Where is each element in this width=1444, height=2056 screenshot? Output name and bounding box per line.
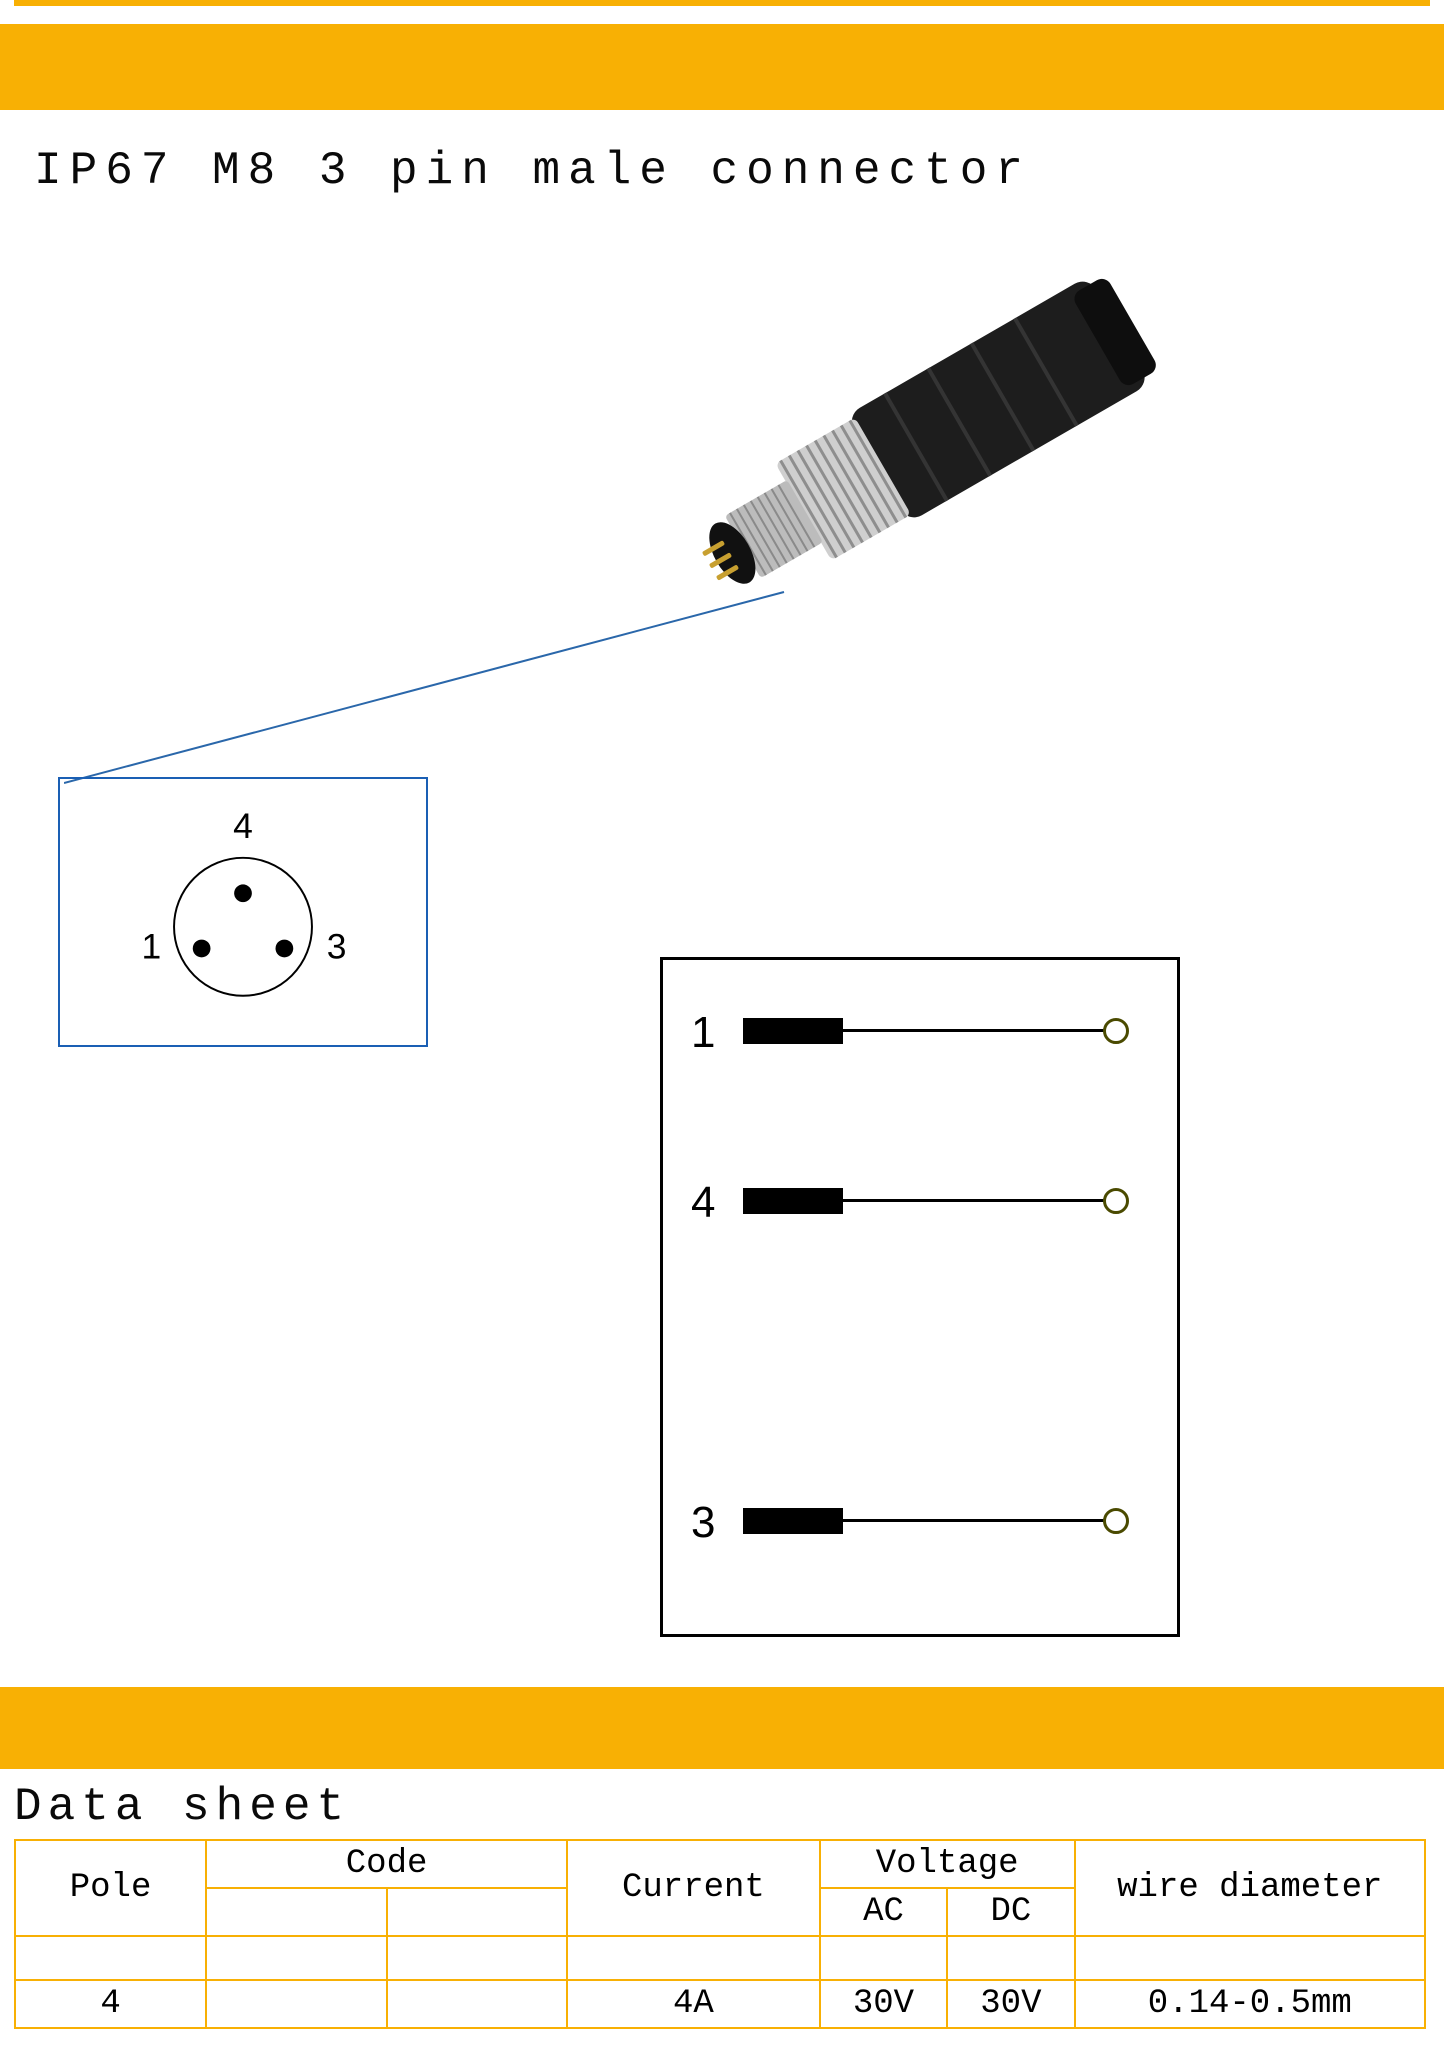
wire-line-icon — [843, 1519, 1109, 1522]
wire-row-4: 4 — [691, 1170, 1161, 1230]
wire-terminal-icon — [1103, 1508, 1129, 1534]
top-thin-bar — [14, 0, 1430, 6]
table-row — [15, 1936, 1425, 1980]
datasheet-table: Pole Code Current Voltage wire diameter … — [14, 1839, 1426, 2029]
datasheet-title: Data sheet — [14, 1781, 1444, 1833]
col-code: Code — [206, 1840, 567, 1888]
wiring-diagram: 1 4 3 — [660, 957, 1180, 1637]
page-title: IP67 M8 3 pin male connector — [34, 145, 1430, 197]
wire-row-1: 1 — [691, 1000, 1161, 1060]
table-row: 4 4A 30V 30V 0.14-0.5mm — [15, 1980, 1425, 2028]
figure-area: 4 1 3 1 4 — [14, 197, 1430, 1687]
col-code-a — [206, 1888, 386, 1936]
cell — [947, 1936, 1074, 1980]
page: IP67 M8 3 pin male connector — [0, 0, 1444, 2029]
wire-block-icon — [743, 1188, 843, 1214]
pinout-diagram: 4 1 3 — [58, 777, 428, 1047]
table-header-row: Pole Code Current Voltage wire diameter — [15, 1840, 1425, 1888]
col-voltage-ac: AC — [820, 1888, 947, 1936]
col-wire: wire diameter — [1075, 1840, 1425, 1936]
cell — [1075, 1936, 1425, 1980]
cell: 30V — [947, 1980, 1074, 2028]
wire-line-icon — [843, 1029, 1109, 1032]
cell — [567, 1936, 820, 1980]
connector-illustration — [514, 227, 1214, 727]
col-voltage-dc: DC — [947, 1888, 1074, 1936]
cell — [387, 1936, 567, 1980]
wire-block-icon — [743, 1018, 843, 1044]
cell — [387, 1980, 567, 2028]
wire-block-icon — [743, 1508, 843, 1534]
pin-label-1: 1 — [142, 926, 162, 966]
cell: 0.14-0.5mm — [1075, 1980, 1425, 2028]
wire-row-3: 3 — [691, 1490, 1161, 1550]
col-code-b — [387, 1888, 567, 1936]
cell — [15, 1936, 206, 1980]
pin-label-3: 3 — [327, 926, 347, 966]
mid-accent-bar — [0, 1687, 1444, 1769]
wire-label-3: 3 — [691, 1498, 715, 1548]
cell — [206, 1936, 386, 1980]
content-area: IP67 M8 3 pin male connector — [14, 110, 1430, 1687]
wire-label-1: 1 — [691, 1008, 715, 1058]
pin-label-4: 4 — [233, 806, 253, 846]
col-voltage: Voltage — [820, 1840, 1075, 1888]
wire-terminal-icon — [1103, 1188, 1129, 1214]
wire-line-icon — [843, 1199, 1109, 1202]
cell — [820, 1936, 947, 1980]
cell: 4 — [15, 1980, 206, 2028]
top-accent-bar — [0, 24, 1444, 110]
col-pole: Pole — [15, 1840, 206, 1936]
pinout-svg: 4 1 3 — [60, 779, 426, 1045]
cell: 4A — [567, 1980, 820, 2028]
wire-label-4: 4 — [691, 1178, 715, 1228]
cell — [206, 1980, 386, 2028]
cell: 30V — [820, 1980, 947, 2028]
wire-terminal-icon — [1103, 1018, 1129, 1044]
col-current: Current — [567, 1840, 820, 1936]
